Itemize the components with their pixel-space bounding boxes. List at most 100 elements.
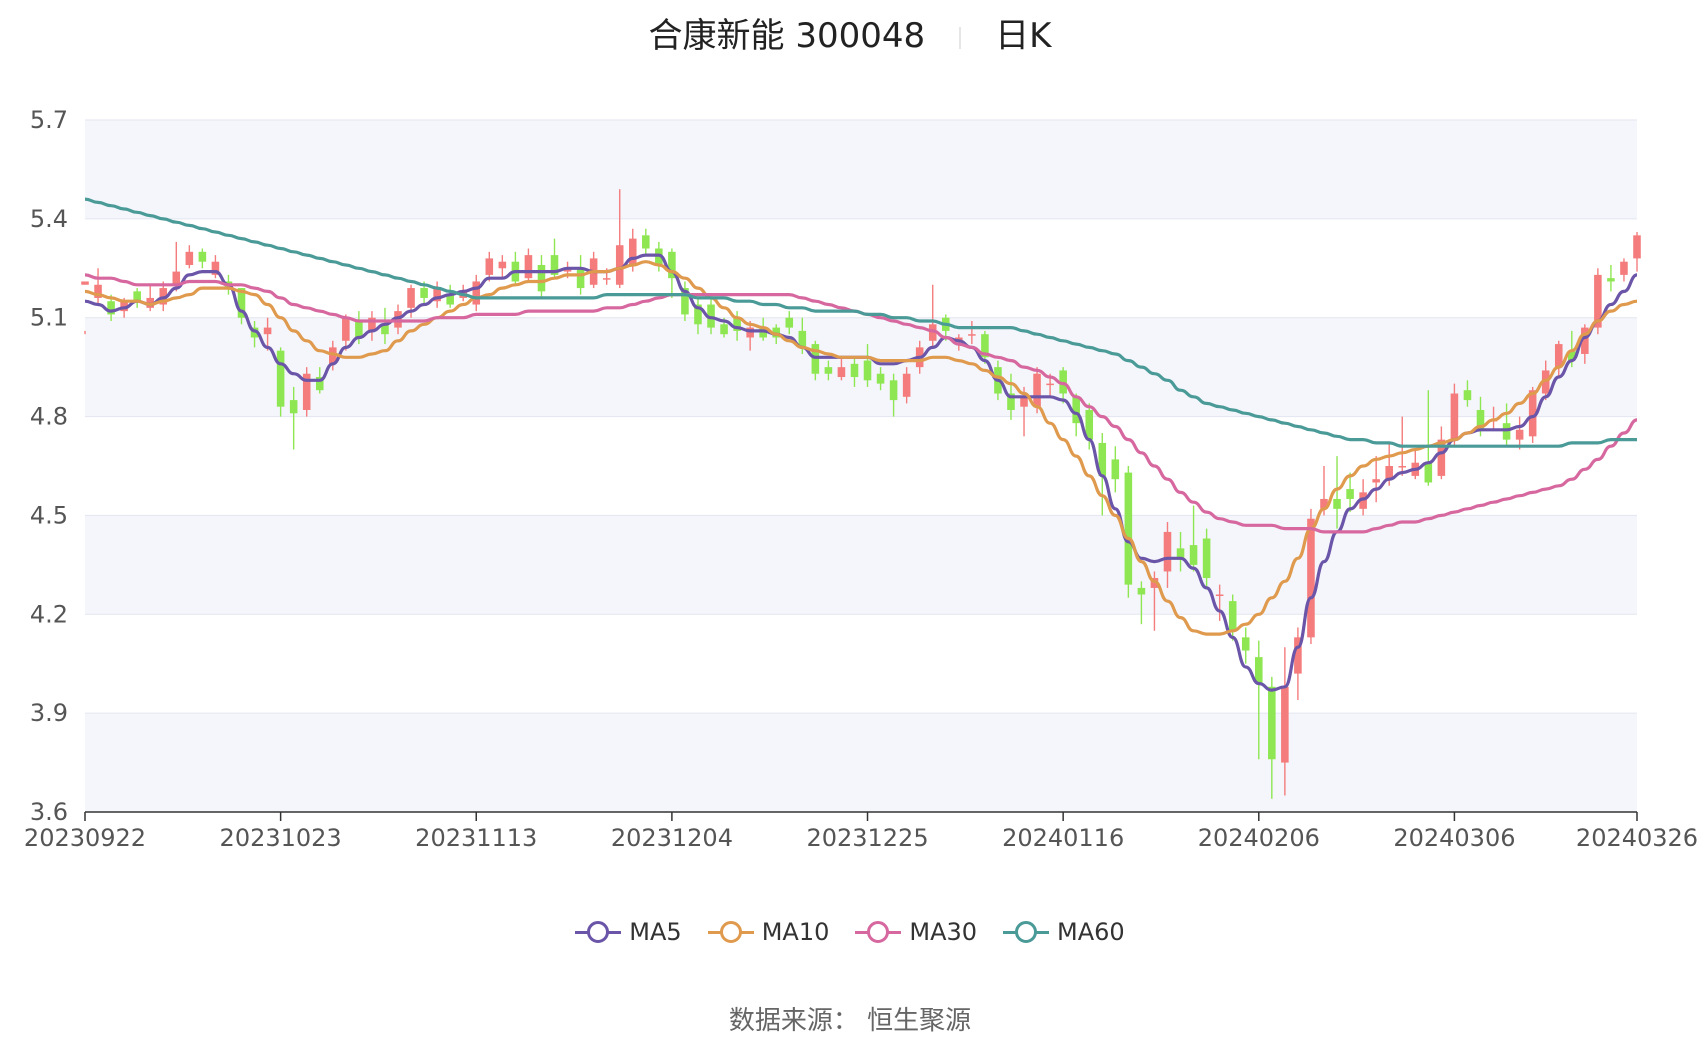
candle-body xyxy=(485,258,494,275)
candle-body xyxy=(759,327,767,338)
candle-body xyxy=(276,350,285,407)
candle-body xyxy=(1007,393,1015,410)
y-axis-labels: 3.6 3.9 4.2 4.5 4.8 5.1 5.4 5.7 xyxy=(30,106,68,826)
legend-label: MA5 xyxy=(629,918,682,946)
candle-body xyxy=(1476,409,1485,430)
legend-label: MA10 xyxy=(761,918,830,946)
candle-body xyxy=(1059,370,1067,394)
candle-body xyxy=(94,284,102,298)
candle-body xyxy=(1437,439,1446,476)
candle-body xyxy=(1254,657,1263,684)
candle-body xyxy=(381,324,389,335)
title-separator xyxy=(959,26,962,49)
legend-item-ma30[interactable]: MA30 xyxy=(855,918,977,946)
candle-body xyxy=(1020,396,1028,407)
candle-body xyxy=(1346,489,1354,499)
candle-body xyxy=(368,317,376,331)
legend-item-ma60[interactable]: MA60 xyxy=(1003,918,1125,946)
y-tick-label: 5.1 xyxy=(30,304,68,332)
candle-body xyxy=(1046,383,1054,386)
x-tick-label: 20231204 xyxy=(611,824,733,852)
candle-body xyxy=(1033,373,1041,407)
candle-body xyxy=(1424,462,1433,483)
legend-marker-icon xyxy=(1003,921,1050,943)
candle-body xyxy=(1541,370,1550,394)
candle-body xyxy=(133,291,141,302)
candle-body xyxy=(1568,350,1576,361)
candle-body xyxy=(733,317,741,331)
plot-band xyxy=(85,515,1637,615)
candle-body xyxy=(446,294,454,305)
candle-body xyxy=(329,347,337,364)
candle-body xyxy=(707,304,715,328)
grid-lines xyxy=(85,119,1637,714)
x-tick-label: 20231023 xyxy=(220,824,342,852)
candle-body xyxy=(1333,498,1341,509)
chart-title-period: 日K xyxy=(995,16,1052,56)
candle-body xyxy=(902,373,911,397)
candle-body xyxy=(1594,274,1602,328)
candle-body xyxy=(498,261,507,269)
candle-body xyxy=(772,327,781,338)
legend-marker-icon xyxy=(575,921,622,943)
candle-body xyxy=(1241,637,1250,651)
candle-body xyxy=(928,324,937,341)
candle-body xyxy=(1294,637,1302,674)
candle-body xyxy=(1281,686,1289,763)
legend-item-ma5[interactable]: MA5 xyxy=(575,918,682,946)
candle-body xyxy=(668,251,676,279)
candle-body xyxy=(394,311,402,328)
y-tick-label: 4.2 xyxy=(30,600,68,628)
data-source-note: 数据来源： 恒生聚源 xyxy=(728,1006,972,1036)
candle-body xyxy=(1581,327,1589,354)
candle-body xyxy=(237,288,246,318)
candle-body xyxy=(420,288,428,298)
candle-body xyxy=(550,255,559,275)
candle-body xyxy=(1202,538,1211,579)
candle-body xyxy=(1554,344,1563,368)
candle-body xyxy=(1620,261,1628,275)
candle-body xyxy=(576,268,585,289)
moving-average-lines xyxy=(84,197,1638,692)
candle-body xyxy=(968,334,976,336)
candle-body xyxy=(107,301,115,315)
x-tick-label: 20230922 xyxy=(24,824,146,852)
candle-body xyxy=(889,380,898,401)
x-tick-label: 20240326 xyxy=(1576,824,1698,852)
candle-body xyxy=(185,251,194,265)
kline-chart: 3.6 3.9 4.2 4.5 4.8 5.1 5.4 5.7 20230922 2023102… xyxy=(24,106,1698,852)
candle-body xyxy=(642,235,650,249)
y-tick-label: 5.4 xyxy=(30,205,68,233)
candle-body xyxy=(1463,390,1472,401)
candle-body xyxy=(1124,472,1133,585)
chart-title-name: 合康新能 300048 xyxy=(648,16,926,56)
candle-body xyxy=(1137,587,1146,595)
plot-band xyxy=(85,713,1637,812)
candle-body xyxy=(250,327,259,338)
legend-item-ma10[interactable]: MA10 xyxy=(707,918,830,946)
chart-legend: MA5 MA10 MA30 MA60 xyxy=(0,918,1700,946)
candle-body xyxy=(1176,548,1185,559)
candle-body xyxy=(681,288,689,315)
candle-body xyxy=(746,327,754,338)
candle-body xyxy=(1398,466,1407,468)
candle-body xyxy=(524,255,533,279)
candle-body xyxy=(1150,578,1159,588)
y-tick-label: 3.6 xyxy=(30,798,68,826)
candle-body xyxy=(1085,409,1094,440)
candle-body xyxy=(1528,390,1537,437)
candle-body xyxy=(1633,235,1641,259)
candle-body xyxy=(1111,459,1120,480)
y-tick-label: 4.5 xyxy=(30,501,68,529)
candle-body xyxy=(1307,518,1315,638)
candle-body xyxy=(1072,396,1080,424)
y-tick-label: 3.9 xyxy=(30,699,68,727)
candle-body xyxy=(342,317,350,341)
candle-body xyxy=(1385,466,1393,480)
x-tick-label: 20240306 xyxy=(1393,824,1515,852)
candle-body xyxy=(1215,594,1224,597)
candle-body xyxy=(798,330,807,348)
candle-body xyxy=(263,327,272,335)
legend-marker-icon xyxy=(707,921,754,943)
chart-title: 合康新能 300048 日K xyxy=(0,8,1700,57)
